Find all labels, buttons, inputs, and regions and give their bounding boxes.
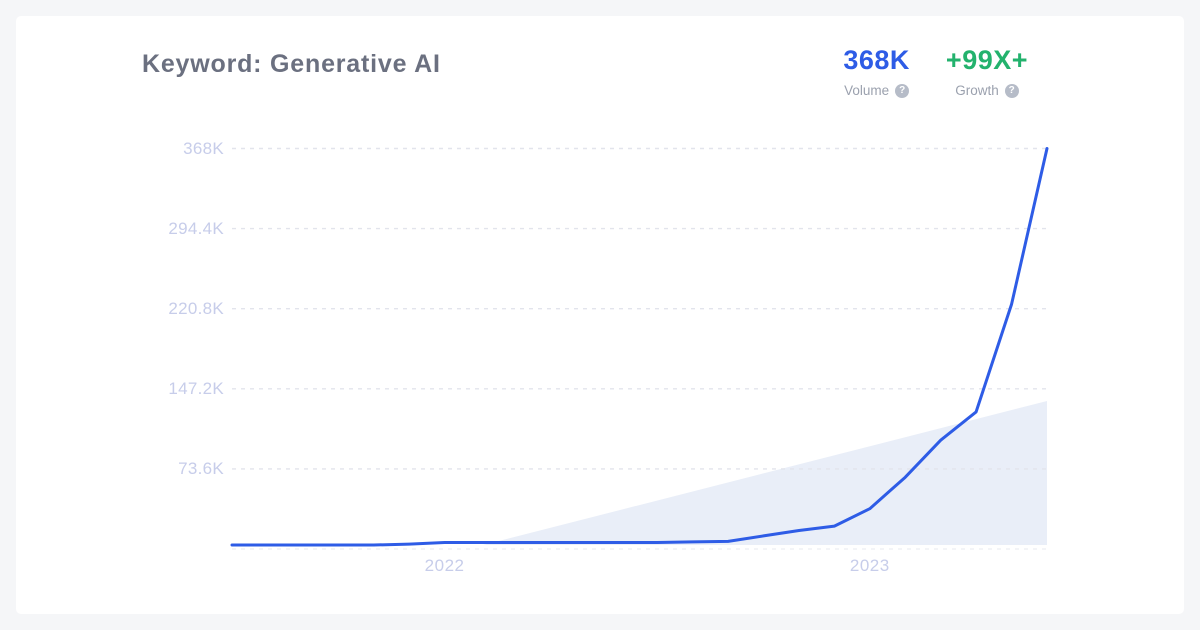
volume-label-row: Volume ? (844, 83, 910, 98)
y-axis-label: 147.2K (168, 378, 224, 398)
growth-help-icon[interactable]: ? (1004, 83, 1019, 98)
y-axis-label: 294.4K (168, 218, 224, 238)
stats-row: 368K Volume ? +99X+ Growth ? (843, 45, 1028, 98)
volume-help-icon[interactable]: ? (895, 83, 910, 98)
volume-label: Volume (844, 83, 890, 98)
y-axis-label: 368K (183, 138, 224, 158)
volume-value: 368K (843, 45, 910, 75)
growth-label: Growth (955, 83, 999, 98)
x-axis-label: 2022 (424, 556, 465, 575)
x-axis-label: 2023 (849, 556, 890, 575)
y-axis-label: 73.6K (178, 458, 224, 478)
chart-card: Keyword: Generative AI 368K Volume ? +99… (16, 16, 1184, 614)
page-title: Keyword: Generative AI (142, 50, 441, 78)
volume-stat: 368K Volume ? (843, 45, 910, 98)
growth-stat: +99X+ Growth ? (946, 45, 1028, 98)
trend-line (230, 147, 1049, 547)
growth-value: +99X+ (945, 45, 1028, 75)
growth-wedge (483, 401, 1047, 545)
growth-label-row: Growth ? (955, 83, 1019, 98)
y-axis-label: 220.8K (168, 298, 224, 318)
